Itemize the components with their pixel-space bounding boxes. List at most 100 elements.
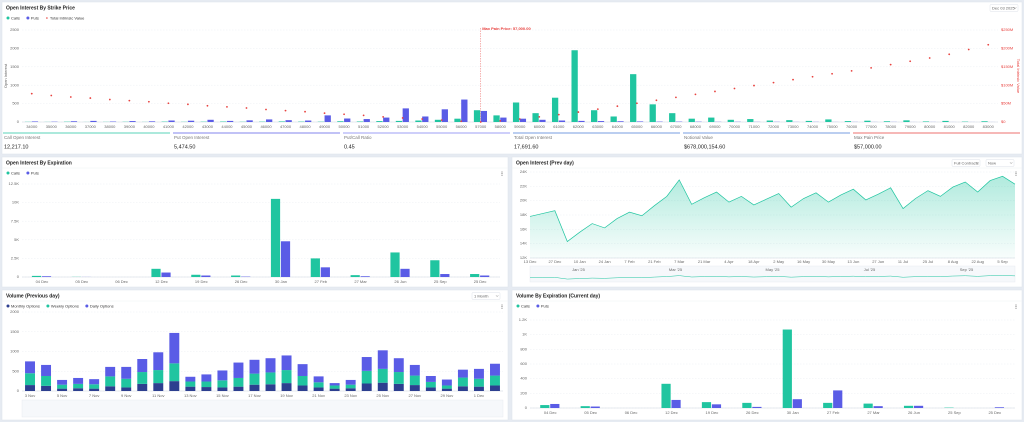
dropdown[interactable]: [471, 292, 501, 300]
menu-icon: [1015, 173, 1017, 175]
bar-segment: [490, 363, 500, 376]
bar-segment: [233, 362, 244, 378]
x-tick-label: 7 Mar: [674, 259, 685, 264]
y-tick-label: 18K: [520, 212, 527, 217]
bar: [129, 121, 136, 122]
bar-segment: [249, 359, 260, 374]
bar-segment: [345, 388, 356, 391]
bar-segment: [217, 370, 228, 381]
bar-segment: [137, 383, 148, 391]
bar-segment: [425, 375, 436, 382]
dropdown[interactable]: [985, 159, 1015, 167]
navigator-label: Sep '25: [960, 267, 974, 272]
dropdown-label[interactable]: Full Contracts: [954, 160, 979, 165]
bar: [688, 118, 695, 122]
y-tick-label: 5K: [14, 237, 19, 242]
dropdown-label[interactable]: 1 Month: [474, 293, 488, 298]
dot: [30, 92, 33, 95]
x-tick-label: 75000: [827, 124, 839, 129]
x-tick-label: 57000: [475, 124, 487, 129]
bar-segment: [105, 376, 116, 387]
x-tick-label: 78000: [885, 124, 897, 129]
bar: [823, 402, 833, 408]
bar-segment: [249, 384, 260, 391]
dropdown-caret: [1013, 7, 1017, 9]
y2-tick-label: $200M: [1001, 45, 1013, 50]
bar-segment: [377, 368, 388, 383]
x-tick-label: 37000: [85, 124, 97, 129]
y-tick-label: 16K: [520, 226, 527, 231]
bar: [661, 383, 671, 408]
bar: [350, 275, 360, 277]
bar-segment: [281, 370, 292, 384]
bar: [752, 406, 762, 408]
x-tick-label: 76000: [846, 124, 858, 129]
bar: [863, 403, 873, 408]
bar-segment: [457, 386, 468, 391]
bar: [942, 120, 949, 122]
bar-segment: [57, 388, 68, 391]
dot: [304, 110, 306, 113]
panel: [1, 1, 1023, 155]
x-tick-label: 77000: [866, 124, 878, 129]
navigator[interactable]: [21, 399, 504, 418]
x-tick-label: 1 Dec: [474, 393, 484, 398]
dropdown[interactable]: [989, 4, 1019, 12]
bar-segment: [297, 375, 308, 386]
x-tick-label: 22 Aug: [971, 259, 983, 264]
bar: [360, 276, 370, 277]
dot: [596, 108, 599, 111]
navigator[interactable]: [529, 265, 1016, 283]
legend-marker: [536, 304, 540, 308]
legend-label: Puts: [541, 303, 549, 308]
stat-label: Total Open Interest: [514, 135, 553, 140]
bar-segment: [249, 373, 260, 385]
x-tick-label: 21 Nov: [312, 393, 325, 398]
x-tick-label: 30 Jan: [787, 410, 799, 415]
x-tick-label: 25 Sep: [948, 410, 961, 415]
bar-segment: [265, 384, 276, 391]
bar-segment: [89, 379, 100, 385]
x-tick-label: 44000: [221, 124, 233, 129]
x-tick-label: 66000: [651, 124, 663, 129]
legend-marker: [85, 304, 89, 308]
x-tick-label: 63000: [592, 124, 604, 129]
panel-title: Volume By Expiration (Current day): [516, 293, 600, 299]
bar: [415, 120, 422, 122]
x-tick-label: 35000: [46, 124, 58, 129]
dot: [928, 57, 931, 59]
bar-segment: [409, 385, 420, 391]
dot: [733, 87, 736, 90]
bar: [390, 252, 400, 277]
navigator-line: [529, 275, 1016, 280]
x-tick-label: 64000: [612, 124, 624, 129]
bar: [266, 119, 273, 122]
menu-icon: [501, 307, 503, 309]
bar: [161, 272, 171, 277]
dot: [147, 100, 150, 103]
bar-segment: [329, 385, 340, 389]
legend-label: Puts: [31, 15, 39, 20]
x-tick-label: 7 Feb: [624, 259, 635, 264]
dot: [323, 112, 326, 115]
bar-segment: [313, 382, 324, 388]
dropdown[interactable]: [951, 159, 981, 167]
y-tick-label: 1000: [10, 349, 20, 354]
dot: [753, 84, 755, 87]
dot: [772, 81, 775, 84]
dot: [265, 108, 267, 111]
bar: [994, 407, 1004, 408]
y-tick-label: 2000: [10, 45, 20, 50]
bar: [550, 403, 560, 408]
bar: [540, 405, 550, 408]
navigator-label: Jan '25: [572, 267, 586, 272]
x-tick-label: 8 Aug: [948, 259, 958, 264]
x-tick-label: 72000: [768, 124, 780, 129]
dropdown-label[interactable]: Now: [988, 160, 996, 165]
legend-marker: [516, 304, 520, 308]
bar-segment: [393, 383, 404, 391]
x-tick-label: 16 May: [797, 259, 810, 264]
x-tick-label: 19 Dec: [706, 410, 719, 415]
dot: [362, 114, 365, 117]
dropdown-label[interactable]: Dec 03 2025: [992, 5, 1015, 10]
